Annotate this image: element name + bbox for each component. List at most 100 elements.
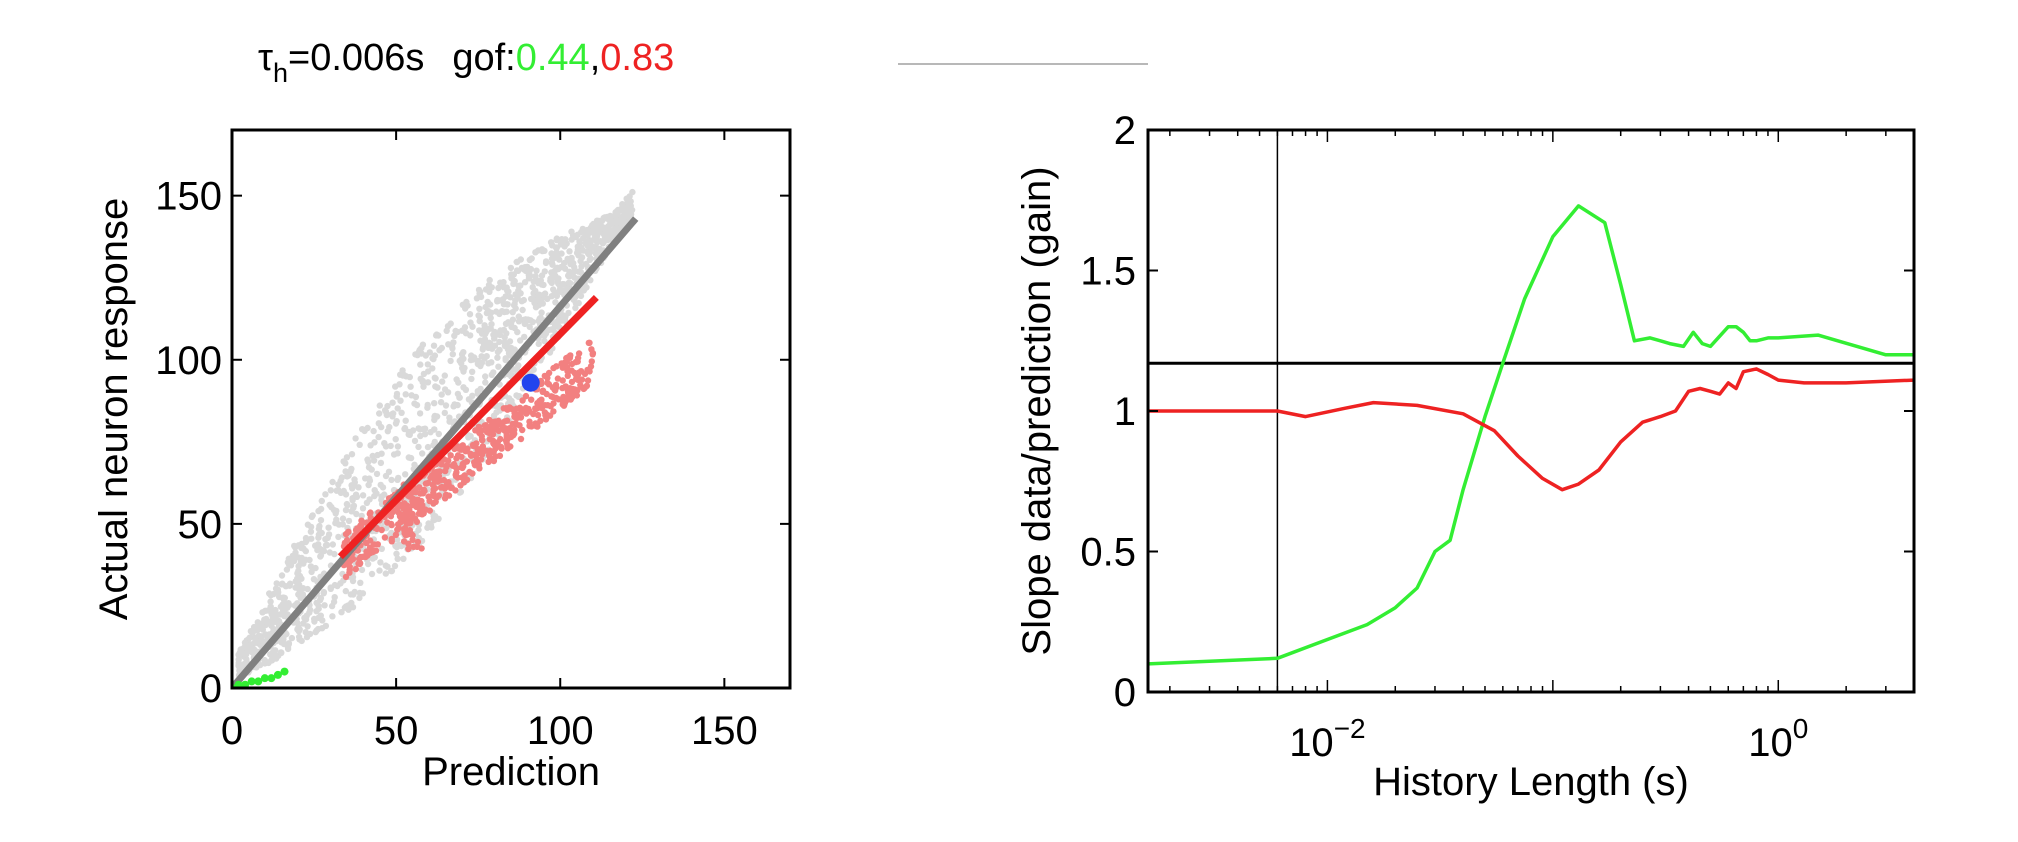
green-point [260, 674, 269, 683]
gray-point [441, 372, 448, 379]
gray-point [407, 383, 414, 390]
gray-point [348, 451, 356, 458]
gray-point [284, 604, 291, 611]
gray-point [318, 625, 326, 632]
gray-point [295, 562, 302, 570]
pink-point [345, 528, 352, 535]
gray-point [427, 521, 435, 529]
gray-point [460, 355, 467, 362]
gray-point [333, 516, 340, 523]
tau-subscript: h [273, 58, 288, 88]
gray-point [486, 276, 493, 284]
gray-point [449, 345, 456, 352]
pink-point [388, 535, 395, 543]
gray-point [325, 524, 332, 531]
pink-point [405, 520, 413, 527]
pink-point [588, 358, 595, 365]
gray-point [476, 317, 483, 325]
gray-point [502, 320, 510, 327]
gray-point [611, 211, 619, 219]
pink-point [450, 460, 458, 468]
pink-point [358, 521, 365, 529]
gray-point [587, 255, 594, 262]
gray-point [433, 331, 440, 338]
gray-point [415, 526, 422, 534]
gray-point [488, 371, 495, 378]
gray-point [392, 383, 399, 390]
gray-point [533, 267, 540, 274]
gray-point [267, 605, 274, 612]
gray-point [378, 545, 385, 552]
pink-point [538, 380, 545, 388]
gray-point [276, 611, 284, 618]
gray-point [348, 508, 355, 515]
pink-point [544, 374, 551, 382]
gray-point [331, 594, 338, 601]
gray-point [259, 626, 266, 633]
gray-point [517, 337, 524, 344]
gray-point [529, 318, 536, 326]
gray-point [298, 637, 305, 645]
pink-point [401, 500, 408, 507]
gray-point [317, 517, 325, 524]
gray-point [515, 318, 523, 325]
gray-point [542, 259, 550, 267]
gain-xtick-label: 10−2 [1289, 713, 1365, 765]
gray-point [355, 484, 362, 491]
gain-series [1148, 130, 1914, 692]
pink-point [581, 370, 589, 377]
pink-point [578, 376, 586, 383]
gray-point [482, 330, 489, 338]
pink-point [409, 532, 416, 539]
pink-point [564, 372, 571, 379]
gray-point [514, 290, 522, 297]
pink-point [478, 427, 485, 434]
gray-point [568, 236, 575, 243]
gray-point [318, 497, 325, 505]
green-point [280, 667, 289, 676]
gray-point [583, 284, 590, 291]
gray-point [242, 641, 249, 648]
gray-point [304, 585, 311, 593]
gray-point [377, 559, 384, 566]
pink-point [565, 389, 572, 397]
pink-point [573, 392, 581, 399]
gray-point [402, 417, 409, 424]
gray-point [604, 234, 611, 241]
pink-point [425, 493, 432, 500]
gray-point [368, 570, 376, 578]
gray-point [424, 361, 431, 368]
scatter-ytick-label: 50 [178, 503, 223, 547]
gray-point [491, 328, 498, 336]
gray-point [431, 412, 439, 420]
gray-point [509, 309, 516, 316]
gray-point [596, 245, 603, 253]
gray-point [356, 589, 363, 597]
pink-point [550, 364, 557, 372]
gray-point [270, 590, 277, 598]
gray-point [262, 607, 269, 614]
gray-point [272, 618, 279, 625]
pink-point [459, 464, 466, 472]
gray-point [572, 304, 579, 312]
gray-point [321, 602, 328, 609]
pink-point [458, 474, 466, 481]
gray-point [577, 292, 585, 300]
gray-point [318, 529, 325, 537]
gray-point [369, 555, 376, 562]
gray-point [525, 275, 533, 282]
gray-point [288, 634, 296, 642]
gray-point [541, 332, 548, 339]
gray-point [298, 575, 305, 582]
gray-point [496, 310, 503, 318]
gray-point [430, 355, 437, 363]
gray-point [308, 535, 315, 542]
gray-point [532, 297, 540, 304]
green-point [267, 674, 276, 683]
gray-point [570, 260, 577, 267]
pink-point [388, 521, 395, 529]
gray-point [345, 602, 352, 609]
gray-point [378, 493, 385, 500]
pink-point [452, 471, 459, 478]
pink-point [483, 428, 491, 436]
